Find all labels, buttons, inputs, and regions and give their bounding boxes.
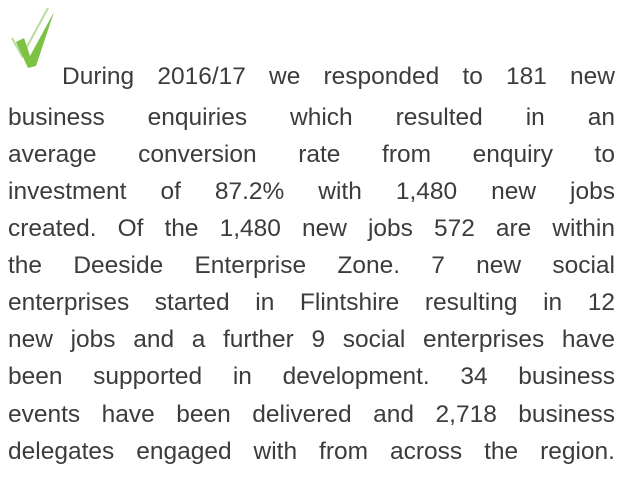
text-line: business enquiries which resulted in an <box>8 104 615 131</box>
check-outline <box>11 7 49 59</box>
text-line: new jobs and a further 9 social enterpri… <box>8 326 615 353</box>
checkmark-icon <box>11 7 54 68</box>
text-line: average conversion rate from enquiry to <box>8 141 615 168</box>
text-line: During 2016/17 we responded to 181 new <box>62 63 615 90</box>
text-line: events have been delivered and 2,718 bus… <box>8 401 615 428</box>
text-line: delegates engaged with from across the r… <box>8 438 615 465</box>
text-line: investment of 87.2% with 1,480 new jobs <box>8 178 615 205</box>
text-line: the Deeside Enterprise Zone. 7 new socia… <box>8 252 615 279</box>
text-line: created. Of the 1,480 new jobs 572 are w… <box>8 215 615 242</box>
text-line: been supported in development. 34 busine… <box>8 363 615 390</box>
check-solid <box>16 12 54 68</box>
text-line: enterprises started in Flintshire result… <box>8 289 615 316</box>
